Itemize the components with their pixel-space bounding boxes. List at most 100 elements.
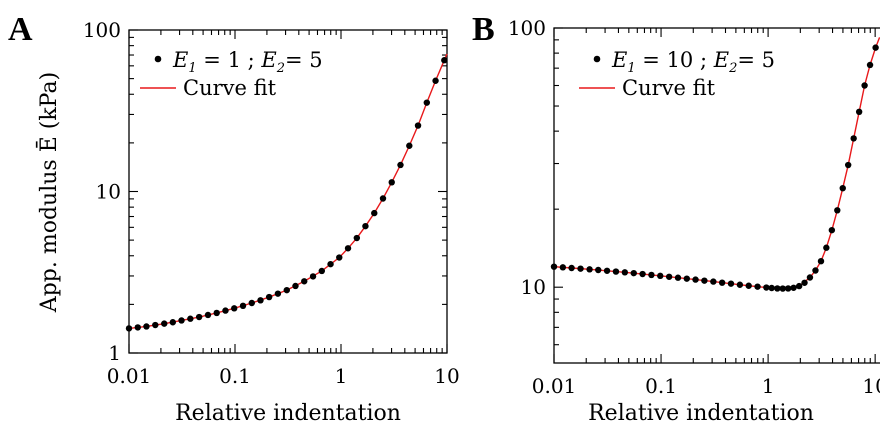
data-point xyxy=(812,267,819,274)
data-point xyxy=(423,99,431,106)
data-point xyxy=(318,267,325,275)
data-point xyxy=(630,269,637,277)
data-point xyxy=(577,265,584,272)
data-point xyxy=(727,280,735,287)
data-point xyxy=(828,226,836,234)
panel-letter-b: B xyxy=(472,11,495,48)
series-b xyxy=(550,37,880,292)
x-axis-title-b: Relative indentation xyxy=(588,401,814,426)
legend-b-points-e1: E xyxy=(611,48,627,72)
legend-a-points-label: E1 = 1 ; E2= 5 xyxy=(172,48,323,76)
data-point xyxy=(406,142,413,149)
data-point xyxy=(292,282,299,290)
tick-labels-b: 0.01 0.1 1 10 10 100 xyxy=(508,16,880,398)
data-point xyxy=(353,234,361,242)
legend-b-points-sub2: 2 xyxy=(728,61,737,76)
data-point xyxy=(397,161,404,169)
data-point xyxy=(763,284,770,291)
legend-a-points-mid: = 1 ; xyxy=(197,48,262,72)
legend-b-points-marker xyxy=(593,55,601,63)
data-point xyxy=(768,284,775,292)
data-point xyxy=(834,207,841,214)
data-point xyxy=(414,122,422,129)
legend-b-points-tail: = 5 xyxy=(737,48,775,72)
data-point xyxy=(432,77,439,84)
data-point xyxy=(204,311,212,319)
data-point xyxy=(161,320,168,327)
data-point xyxy=(559,264,567,271)
data-point xyxy=(872,44,879,51)
data-point xyxy=(861,82,868,89)
x-tick-label: 1 xyxy=(762,374,775,398)
plot-frame-b xyxy=(553,27,880,364)
x-axis-title-a: Relative indentation xyxy=(175,401,401,426)
y-tick-label: 100 xyxy=(83,18,121,42)
data-point xyxy=(213,309,220,317)
panel-letter-a: A xyxy=(8,11,33,48)
y-tick-label: 10 xyxy=(96,180,121,204)
y-tick-label: 1 xyxy=(108,341,121,365)
x-tick-label: 0.1 xyxy=(645,374,677,398)
legend-b: E1 = 10 ; E2= 5 Curve fit xyxy=(579,48,775,100)
data-point xyxy=(586,266,593,273)
data-point xyxy=(806,274,814,281)
data-point xyxy=(222,307,229,314)
x-tick-label: 0.01 xyxy=(532,374,577,398)
data-point xyxy=(603,267,611,274)
data-point xyxy=(790,284,797,291)
legend-b-points-e2: E xyxy=(713,48,729,72)
legend-a-points-tail: = 5 xyxy=(285,48,323,72)
data-point xyxy=(866,61,874,69)
legend-a-points-sub2: 2 xyxy=(276,61,285,76)
plot-frame-a xyxy=(128,29,448,354)
legend-b-fit-label: Curve fit xyxy=(622,76,716,100)
data-point xyxy=(169,319,177,326)
data-point xyxy=(379,195,387,202)
panel-b: B 0.01 0.1 1 10 10 100 Relative indentation E… xyxy=(472,11,880,426)
data-point xyxy=(371,209,378,217)
data-point xyxy=(134,324,141,331)
data-point xyxy=(665,273,673,280)
data-point xyxy=(639,270,646,278)
data-point xyxy=(718,279,726,286)
y-tick-label: 10 xyxy=(521,275,546,299)
legend-b-points-mid: = 10 ; xyxy=(636,48,714,72)
data-point xyxy=(648,271,655,279)
data-point xyxy=(231,305,238,312)
data-point xyxy=(248,299,255,307)
legend-a-points-e1: E xyxy=(172,48,188,72)
curve-fit-line xyxy=(553,37,880,290)
data-point xyxy=(779,285,786,292)
legend-a-points-sub1: 1 xyxy=(188,61,196,76)
data-point xyxy=(855,108,863,116)
data-point xyxy=(795,282,803,290)
data-point xyxy=(683,275,690,282)
data-point xyxy=(195,313,203,321)
data-point xyxy=(745,282,752,289)
legend-a-points-marker xyxy=(154,55,162,63)
data-point xyxy=(774,285,781,292)
data-point xyxy=(754,283,761,290)
data-point xyxy=(568,264,575,272)
data-point xyxy=(850,135,857,142)
data-point xyxy=(309,273,317,280)
x-tick-label: 0.1 xyxy=(219,364,251,388)
tick-labels-a: 0.01 0.1 1 10 1 10 100 xyxy=(83,18,460,388)
x-tick-label: 10 xyxy=(434,364,459,388)
data-point xyxy=(283,286,290,294)
data-point xyxy=(187,315,194,322)
data-point xyxy=(257,297,264,304)
x-tick-label: 0.01 xyxy=(107,364,152,388)
data-point xyxy=(784,285,792,292)
data-point xyxy=(265,293,273,301)
data-point xyxy=(710,278,717,285)
ticks-b xyxy=(553,27,876,363)
data-point xyxy=(844,161,852,169)
data-point xyxy=(301,278,308,285)
legend-b-points-sub1: 1 xyxy=(627,61,635,76)
y-tick-label: 100 xyxy=(508,16,546,40)
data-point xyxy=(701,277,708,284)
